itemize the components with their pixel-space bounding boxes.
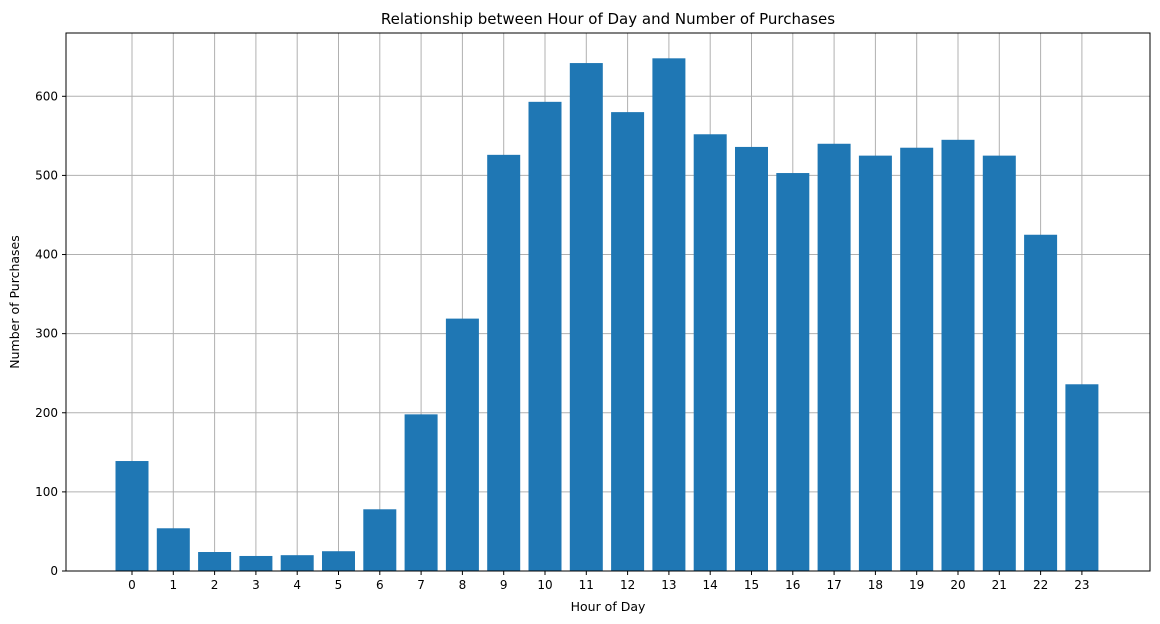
bar-hour-21 bbox=[982, 155, 1016, 571]
y-tick-label: 400 bbox=[35, 248, 58, 262]
y-tick-label: 500 bbox=[35, 168, 58, 182]
x-tick-label: 11 bbox=[579, 578, 594, 592]
x-tick-label: 15 bbox=[744, 578, 759, 592]
bar-hour-7 bbox=[404, 414, 438, 571]
bar-hour-18 bbox=[858, 155, 892, 571]
x-tick-label: 19 bbox=[909, 578, 924, 592]
x-tick-label: 21 bbox=[992, 578, 1007, 592]
bar-hour-1 bbox=[156, 528, 190, 571]
y-tick-label: 0 bbox=[50, 564, 58, 578]
bar-hour-23 bbox=[1065, 384, 1099, 571]
x-tick-label: 14 bbox=[703, 578, 718, 592]
bar-hour-9 bbox=[487, 154, 521, 571]
chart-title: Relationship between Hour of Day and Num… bbox=[381, 10, 835, 28]
bar-hour-4 bbox=[280, 555, 314, 571]
x-axis-label: Hour of Day bbox=[571, 599, 646, 614]
bar-hour-22 bbox=[1024, 234, 1058, 571]
bar-hour-5 bbox=[322, 551, 355, 571]
bar-hour-13 bbox=[652, 58, 686, 571]
x-tick-label: 16 bbox=[785, 578, 800, 592]
x-tick-label: 22 bbox=[1033, 578, 1048, 592]
x-tick-label: 20 bbox=[950, 578, 965, 592]
x-tick-label: 18 bbox=[868, 578, 883, 592]
axis-ticks: 0 1 2 3 4 5 6 7 8 9 10 11 12 13 14 15 16 17 18 19 20 21 22 2301… bbox=[35, 89, 1089, 592]
x-tick-label: 12 bbox=[620, 578, 635, 592]
x-tick-label: 5 bbox=[335, 578, 343, 592]
plot-frame bbox=[65, 32, 1151, 572]
bar-hour-8 bbox=[445, 318, 479, 571]
bar-hour-20 bbox=[941, 139, 975, 571]
bar-hour-12 bbox=[611, 112, 645, 572]
bars bbox=[115, 58, 1099, 572]
bar-hour-6 bbox=[363, 509, 397, 571]
bar-hour-15 bbox=[735, 146, 768, 571]
x-tick-label: 8 bbox=[459, 578, 467, 592]
bar-hour-0 bbox=[115, 461, 149, 571]
y-tick-label: 100 bbox=[35, 485, 58, 499]
x-tick-label: 13 bbox=[661, 578, 676, 592]
x-tick-label: 23 bbox=[1074, 578, 1089, 592]
bar-hour-11 bbox=[569, 63, 603, 572]
bar-hour-2 bbox=[198, 552, 232, 571]
bar-hour-17 bbox=[817, 143, 851, 571]
bar-hour-16 bbox=[776, 173, 810, 572]
x-tick-label: 9 bbox=[500, 578, 508, 592]
x-tick-label: 1 bbox=[169, 578, 177, 592]
bar-hour-19 bbox=[900, 147, 934, 571]
y-tick-label: 300 bbox=[35, 327, 58, 341]
y-tick-label: 600 bbox=[35, 89, 58, 103]
x-tick-label: 0 bbox=[128, 578, 136, 592]
x-tick-label: 17 bbox=[826, 578, 841, 592]
y-tick-label: 200 bbox=[35, 406, 58, 420]
x-tick-label: 3 bbox=[252, 578, 260, 592]
x-tick-label: 2 bbox=[211, 578, 219, 592]
x-tick-label: 6 bbox=[376, 578, 384, 592]
x-tick-label: 4 bbox=[293, 578, 301, 592]
bar-hour-3 bbox=[239, 555, 273, 571]
x-tick-label: 10 bbox=[537, 578, 552, 592]
y-axis-label: Number of Purchases bbox=[7, 235, 22, 368]
bar-hour-10 bbox=[528, 101, 562, 571]
bar-hour-14 bbox=[693, 134, 727, 571]
x-tick-label: 7 bbox=[417, 578, 425, 592]
